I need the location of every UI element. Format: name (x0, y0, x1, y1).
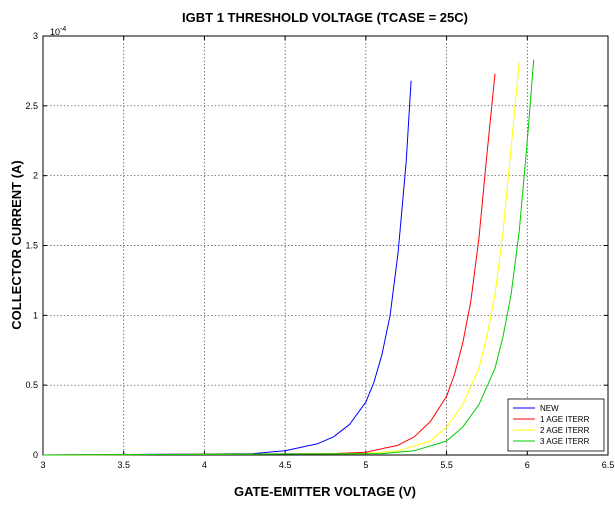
x-tick-label: 5.5 (440, 460, 453, 470)
series-line-1 (42, 73, 496, 456)
legend: NEW 1 AGE ITERR 2 AGE ITERR 3 AGE ITERR (507, 398, 605, 452)
y-tick-label: 1 (33, 310, 38, 320)
legend-entry: NEW (540, 404, 559, 413)
y-tick-label: 0 (33, 450, 38, 460)
x-tick-label: 5 (363, 460, 368, 470)
y-tick-label: 1.5 (25, 241, 38, 251)
grid (43, 36, 608, 455)
chart-title: IGBT 1 THRESHOLD VOLTAGE (TCASE = 25C) (182, 10, 468, 25)
y-tick-label: 2.5 (25, 101, 38, 111)
x-tick-label: 4 (202, 460, 207, 470)
y-tick-label: 3 (33, 31, 38, 41)
x-tick-label: 6.5 (602, 460, 615, 470)
series-line-0 (42, 80, 412, 456)
series-group (42, 59, 535, 456)
y-tick-label: 2 (33, 171, 38, 181)
x-tick-label: 3.5 (117, 460, 130, 470)
legend-entry: 2 AGE ITERR (540, 426, 590, 435)
legend-entry: 3 AGE ITERR (540, 437, 590, 446)
ticks: 3 3.5 4 4.5 5 5.5 6 6.5 0 0.5 1 1.5 2 2.5 3 (25, 31, 614, 470)
series-line-2 (42, 62, 520, 456)
x-axis-label: GATE-EMITTER VOLTAGE (V) (234, 484, 416, 499)
x-tick-label: 6 (525, 460, 530, 470)
x-tick-label: 4.5 (279, 460, 292, 470)
y-tick-label: 0.5 (25, 380, 38, 390)
legend-entry: 1 AGE ITERR (540, 415, 590, 424)
y-exponent-label: 10-4 (50, 26, 66, 37)
series-line-3 (42, 59, 535, 456)
x-tick-label: 3 (40, 460, 45, 470)
y-axis-label: COLLECTOR CURRENT (A) (9, 160, 24, 329)
